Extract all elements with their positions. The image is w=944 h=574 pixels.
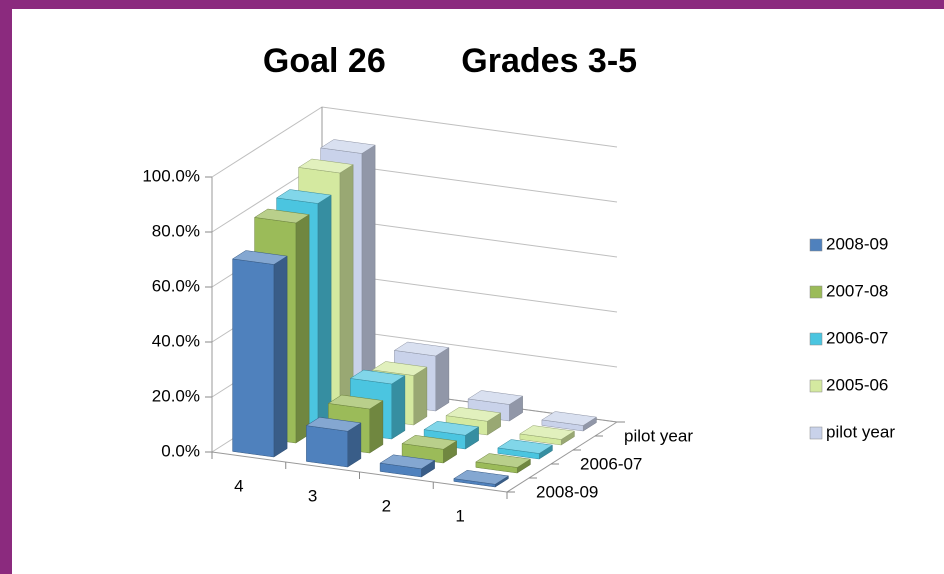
legend-label: 2005-06 — [826, 375, 888, 394]
bar-top — [327, 394, 384, 410]
bar — [475, 453, 532, 474]
bar — [305, 417, 362, 468]
legend-swatch — [809, 332, 823, 346]
bar-top — [349, 369, 406, 385]
bar-side — [339, 164, 354, 416]
bar-top — [275, 189, 332, 204]
chart-title: Goal 26 Grades 3-5 — [263, 42, 637, 80]
x-tick-label: 3 — [308, 486, 317, 505]
legend-swatch — [809, 379, 823, 393]
y-tick-label: 100.0% — [142, 166, 200, 185]
chart: Goal 26 Grades 3-5 0.0% 20.0% 40.0% 60.0% 80… — [142, 42, 895, 526]
bar — [497, 439, 554, 460]
y-tick-label: 0.0% — [161, 441, 200, 460]
bar-top — [231, 250, 288, 265]
bar — [541, 411, 598, 432]
y-tick-label: 40.0% — [152, 331, 200, 350]
bar-side — [317, 194, 332, 430]
bar — [379, 454, 436, 478]
bar-top — [423, 421, 480, 436]
y-tick-label: 20.0% — [152, 386, 200, 405]
grid-line — [211, 106, 618, 178]
bar-top — [497, 439, 554, 454]
bar-top — [453, 470, 510, 485]
bar — [231, 250, 288, 458]
depth-tick-label: 2008-09 — [536, 482, 598, 501]
bar-top — [541, 411, 598, 426]
bar-side — [435, 347, 450, 412]
legend-swatch — [809, 285, 823, 299]
bar-side — [273, 255, 288, 458]
bar-top — [253, 208, 310, 224]
bar-top — [371, 361, 428, 376]
bar — [453, 470, 510, 488]
bar-side — [361, 144, 376, 402]
depth-tick-label: 2006-07 — [580, 454, 642, 473]
bar-top — [519, 425, 576, 440]
legend-swatch — [809, 238, 823, 252]
legend-label: 2007-08 — [826, 281, 888, 300]
bar-top — [379, 454, 436, 470]
bar-top — [475, 453, 532, 468]
bar-side — [369, 400, 384, 454]
y-tick-label: 80.0% — [152, 221, 200, 240]
bar-top — [319, 139, 376, 154]
bar-top — [305, 417, 362, 432]
legend-label: pilot year — [826, 422, 895, 441]
bar-top — [297, 158, 354, 174]
legend-swatch — [809, 426, 823, 440]
x-tick-label: 2 — [382, 496, 391, 515]
bar-top — [401, 435, 458, 450]
axis-line — [506, 421, 618, 493]
bar-top — [393, 341, 450, 357]
bar-side — [391, 375, 406, 440]
bar-front — [232, 258, 275, 458]
x-tick-label: 4 — [234, 476, 243, 495]
bar-top — [445, 407, 502, 422]
chart-panel: Goal 26 Grades 3-5 0.0% 20.0% 40.0% 60.0% 80… — [12, 9, 944, 574]
depth-tick-label: pilot year — [624, 426, 693, 445]
x-tick-label: 1 — [455, 506, 464, 525]
bar — [519, 425, 576, 446]
bar-side — [413, 366, 428, 426]
y-tick-label: 60.0% — [152, 276, 200, 295]
bar-top — [467, 390, 524, 405]
legend-label: 2006-07 — [826, 328, 888, 347]
bar-side — [295, 214, 310, 444]
bar-front — [306, 425, 348, 468]
legend-label: 2008-09 — [826, 234, 888, 253]
